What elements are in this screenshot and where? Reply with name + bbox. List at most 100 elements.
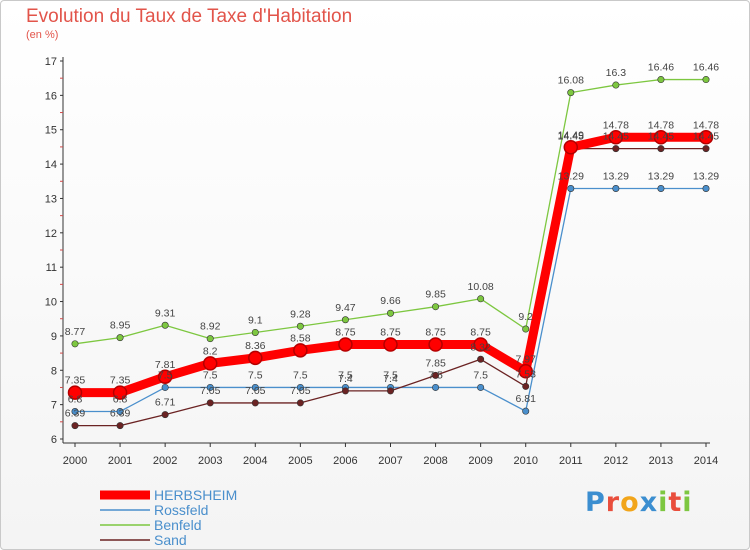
data-label: 14.78 (693, 119, 719, 131)
data-point (698, 130, 714, 145)
data-point (293, 343, 308, 358)
data-point (116, 422, 124, 430)
logo-letter: P (585, 487, 606, 518)
legend-label-rossfeld: Rossfeld (154, 502, 208, 518)
data-label: 14.78 (603, 119, 629, 131)
chart-title: Evolution du Taux de Taxe d'Habitation (26, 6, 353, 27)
data-point (473, 337, 488, 352)
data-label: 8.92 (200, 321, 221, 333)
data-label: 16.46 (648, 62, 674, 74)
data-point (702, 184, 710, 192)
logo-letter: i (682, 487, 693, 518)
data-point (251, 383, 259, 391)
data-label: 6.8 (68, 394, 83, 406)
data-label: 6.8 (113, 394, 128, 406)
y-tick-label: 12 (45, 228, 57, 240)
data-label: 9.47 (335, 302, 356, 314)
data-point (612, 145, 620, 153)
data-label: 7.5 (203, 369, 218, 381)
data-point (202, 356, 218, 371)
data-point (702, 76, 710, 84)
data-label: 7.81 (155, 359, 176, 371)
data-label: 14.78 (648, 119, 674, 131)
data-point (522, 382, 530, 390)
logo-letter: x (639, 487, 659, 518)
data-label: 9.28 (290, 308, 311, 320)
data-point (567, 184, 575, 192)
x-tick-label: 2003 (198, 455, 222, 467)
x-tick-label: 2009 (468, 455, 492, 467)
chart-subtitle: (en %) (26, 29, 59, 41)
data-point (432, 383, 440, 391)
data-point (432, 303, 440, 311)
data-label: 13.29 (648, 170, 674, 182)
data-label: 8.32 (470, 341, 491, 353)
data-point (206, 399, 214, 407)
data-label: 7.5 (428, 369, 443, 381)
data-point (251, 399, 259, 407)
data-point (432, 371, 440, 379)
y-tick-label: 16 (45, 90, 57, 102)
data-point (702, 145, 710, 153)
data-label: 7.05 (290, 385, 311, 397)
data-label: 14.49 (558, 129, 584, 141)
y-tick-label: 15 (45, 125, 57, 137)
logo-letter: o (620, 487, 640, 518)
data-point (563, 140, 579, 155)
data-label: 9.31 (155, 307, 176, 319)
data-point (612, 81, 620, 89)
data-point (341, 316, 349, 324)
legend-label-herbsheim: HERBSHEIM (154, 487, 237, 503)
data-point (296, 383, 304, 391)
data-point (71, 408, 79, 416)
x-tick-label: 2005 (288, 455, 312, 467)
data-label: 6.39 (65, 408, 86, 420)
data-point (386, 387, 394, 395)
data-label: 7.5 (473, 369, 488, 381)
data-label: 8.36 (245, 340, 266, 352)
data-label: 10.08 (468, 281, 494, 293)
data-label: 14.45 (693, 131, 719, 143)
data-label: 7.85 (425, 357, 446, 369)
data-label: 8.75 (335, 327, 356, 339)
data-point (567, 89, 575, 97)
data-point (522, 407, 530, 415)
x-tick-label: 2008 (423, 455, 447, 467)
data-label: 9.85 (425, 289, 446, 301)
y-tick-label: 17 (45, 56, 57, 68)
data-label: 9.66 (380, 295, 401, 307)
data-point (657, 145, 665, 153)
data-label: 7.5 (158, 369, 173, 381)
data-point (112, 385, 128, 400)
data-label: 7.05 (200, 385, 221, 397)
data-label: 7.35 (65, 375, 86, 387)
data-label: 14.45 (603, 131, 629, 143)
data-point (157, 369, 173, 385)
data-label: 7.05 (245, 385, 266, 397)
x-tick-label: 2010 (513, 455, 537, 467)
data-label: 8.95 (110, 320, 131, 332)
data-label: 6.39 (110, 408, 131, 420)
legend-label-sand: Sand (154, 532, 187, 548)
data-label: 9.1 (248, 314, 263, 326)
data-label: 9.2 (518, 311, 533, 323)
proxiti-logo: Proxiti (585, 487, 693, 518)
data-label: 7.97 (515, 353, 536, 365)
logo-letter: t (668, 487, 683, 518)
data-label: 7.5 (338, 369, 353, 381)
data-point (161, 411, 169, 419)
y-tick-label: 10 (45, 297, 57, 309)
data-label: 7.5 (383, 369, 398, 381)
y-tick-label: 14 (45, 159, 57, 171)
logo-letter: i (658, 487, 669, 518)
data-label: 8.75 (425, 327, 446, 339)
x-tick-label: 2002 (153, 455, 177, 467)
data-point (67, 385, 83, 400)
data-label: 14.45 (648, 131, 674, 143)
data-point (477, 295, 485, 303)
data-label: 13.29 (558, 170, 584, 182)
data-label: 8.2 (203, 345, 218, 357)
legend-label-benfeld: Benfeld (154, 517, 201, 533)
